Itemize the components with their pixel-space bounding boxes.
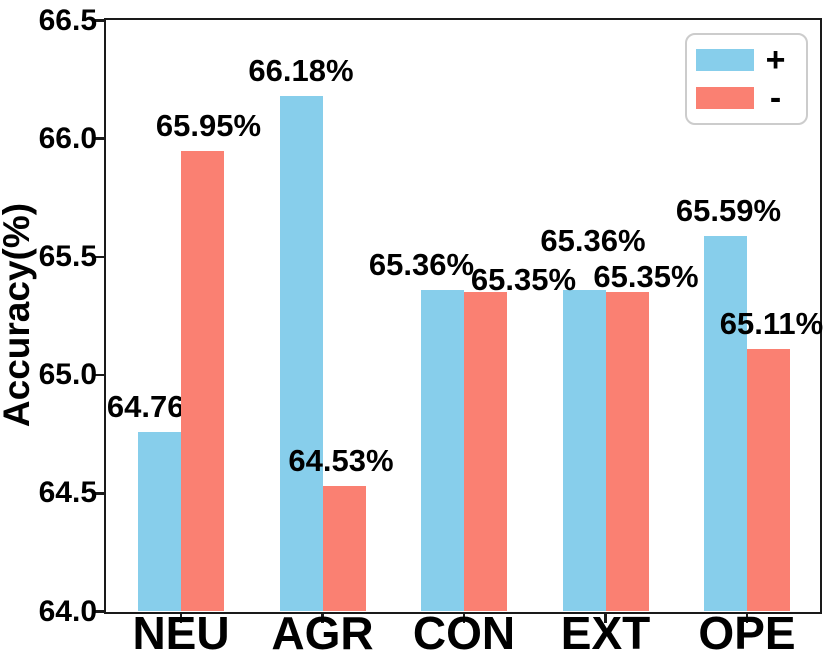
y-tick-mark	[94, 19, 104, 22]
x-tick-label-con: CON	[412, 607, 516, 654]
y-tick-label: 66.0	[38, 121, 97, 155]
legend-swatch-minus	[696, 87, 754, 110]
x-tick-label-agr: AGR	[271, 607, 374, 654]
x-tick-mark	[604, 614, 607, 623]
bar-plus-ext	[562, 289, 606, 612]
legend-label-minus: -	[769, 79, 782, 118]
bar-plus-agr	[279, 96, 323, 612]
legend-item-plus: +	[696, 41, 797, 79]
bar-label-minus-neu: 65.95%	[155, 107, 262, 143]
bar-minus-ext	[605, 292, 649, 612]
x-tick-mark	[462, 614, 466, 623]
y-tick-label: 65.0	[38, 358, 97, 392]
legend-item-minus: -	[696, 79, 797, 117]
bar-label-plus-agr: 66.18%	[248, 53, 354, 89]
y-tick-mark	[94, 137, 104, 140]
bar-label-minus-con: 65.35%	[470, 262, 577, 298]
x-tick-mark	[321, 614, 324, 623]
bar-label-minus-ext: 65.35%	[593, 259, 699, 295]
y-tick-mark	[94, 373, 104, 377]
y-tick-label: 66.5	[38, 3, 97, 37]
bar-label-minus-agr: 64.53%	[288, 443, 394, 479]
bar-label-plus-ext: 65.36%	[540, 222, 646, 258]
bar-label-plus-con: 65.36%	[368, 246, 475, 282]
bar-minus-con	[464, 292, 507, 612]
y-axis-title: Accuracy(%)	[0, 202, 37, 428]
bar-plus-con	[421, 289, 464, 612]
x-tick-label-ext: EXT	[560, 607, 651, 654]
y-tick-mark	[94, 255, 104, 259]
legend: + -	[685, 33, 808, 125]
legend-label-plus: +	[765, 40, 786, 79]
bar-minus-neu	[181, 150, 224, 612]
bar-minus-agr	[322, 486, 366, 612]
bar-label-plus-ope: 65.59%	[675, 192, 782, 228]
x-tick-mark	[179, 614, 183, 623]
legend-swatch-plus	[696, 48, 754, 71]
x-tick-label-ope: OPE	[698, 607, 796, 654]
bar-label-minus-ope: 65.11%	[719, 306, 824, 342]
y-tick-label: 64.0	[38, 594, 97, 628]
bar-minus-ope	[747, 349, 790, 612]
x-tick-mark	[745, 614, 749, 623]
y-tick-label: 65.5	[38, 239, 97, 273]
bar-plus-ope	[704, 235, 747, 612]
plot-area	[104, 18, 822, 614]
y-tick-label: 64.5	[38, 476, 97, 510]
x-tick-label-neu: NEU	[132, 607, 230, 654]
bar-plus-neu	[138, 431, 181, 612]
y-tick-mark	[94, 492, 104, 495]
y-tick-mark	[94, 610, 104, 613]
